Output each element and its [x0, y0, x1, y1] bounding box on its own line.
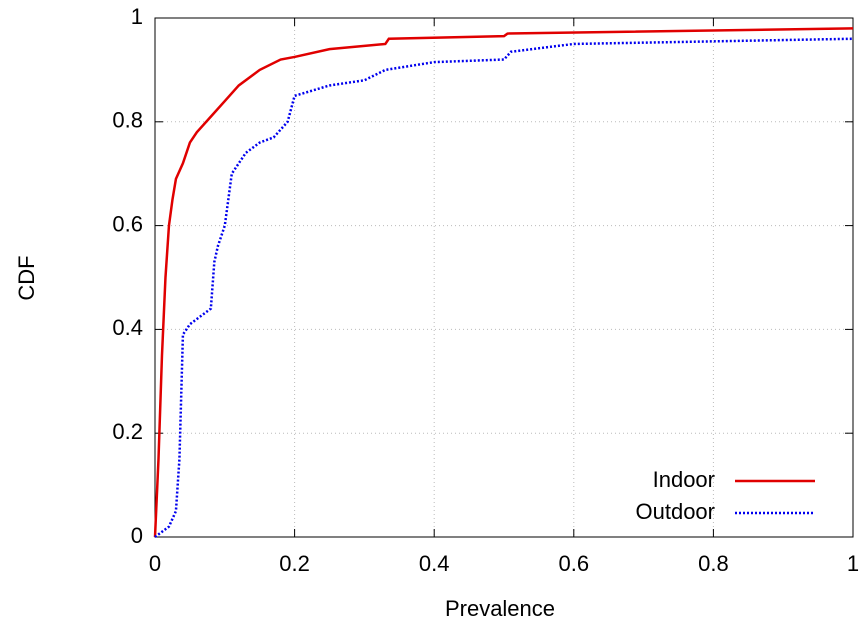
- x-tick-label: 0: [149, 551, 161, 576]
- x-tick-label: 0.2: [279, 551, 310, 576]
- data-line: [154, 37, 854, 539]
- legend-label: Indoor: [653, 467, 715, 492]
- y-tick-label: 0.2: [112, 419, 143, 444]
- y-axis-label: CDF: [14, 255, 39, 300]
- data-line: [153, 27, 854, 538]
- x-tick-label: 0.4: [419, 551, 450, 576]
- y-tick-label: 0.6: [112, 211, 143, 236]
- y-tick-label: 0: [131, 523, 143, 548]
- y-tick-label: 0.8: [112, 108, 143, 133]
- x-axis-label: Prevalence: [445, 596, 555, 621]
- x-tick-label: 1: [847, 551, 859, 576]
- plot-frame: [154, 17, 854, 538]
- x-tick-label: 0.6: [559, 551, 590, 576]
- legend-label: Outdoor: [636, 499, 716, 524]
- y-tick-label: 1: [131, 4, 143, 29]
- y-tick-label: 0.4: [112, 315, 143, 340]
- x-tick-label: 0.8: [698, 551, 729, 576]
